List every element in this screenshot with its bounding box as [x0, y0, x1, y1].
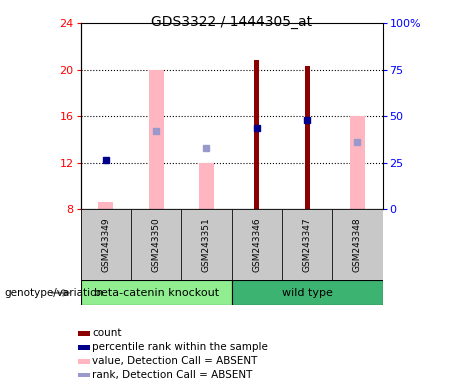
Text: GSM243346: GSM243346 [252, 217, 261, 272]
Text: beta-catenin knockout: beta-catenin knockout [94, 288, 219, 298]
Text: GDS3322 / 1444305_at: GDS3322 / 1444305_at [151, 15, 312, 29]
Text: GSM243350: GSM243350 [152, 217, 161, 272]
Text: GSM243349: GSM243349 [101, 217, 110, 272]
Bar [78, 345, 90, 349]
Text: GSM243351: GSM243351 [202, 217, 211, 272]
Bar [254, 60, 260, 209]
Text: wild type: wild type [282, 288, 332, 298]
Bar [131, 209, 181, 280]
Bar [81, 280, 231, 305]
Bar [78, 373, 90, 377]
Text: count: count [92, 328, 122, 338]
Bar [332, 209, 383, 280]
Text: GSM243348: GSM243348 [353, 217, 362, 272]
Text: genotype/variation: genotype/variation [5, 288, 104, 298]
Bar [181, 209, 231, 280]
Bar [350, 116, 365, 209]
Bar [98, 202, 113, 209]
Bar [78, 331, 90, 336]
Bar [282, 209, 332, 280]
Bar [78, 359, 90, 364]
Text: value, Detection Call = ABSENT: value, Detection Call = ABSENT [92, 356, 257, 366]
Bar [231, 209, 282, 280]
Bar [199, 163, 214, 209]
Bar [231, 280, 383, 305]
Text: GSM243347: GSM243347 [302, 217, 312, 272]
Text: rank, Detection Call = ABSENT: rank, Detection Call = ABSENT [92, 370, 252, 380]
Text: percentile rank within the sample: percentile rank within the sample [92, 342, 268, 352]
Bar [305, 66, 310, 209]
Bar [81, 209, 383, 280]
Bar [148, 70, 164, 209]
Bar [81, 209, 131, 280]
